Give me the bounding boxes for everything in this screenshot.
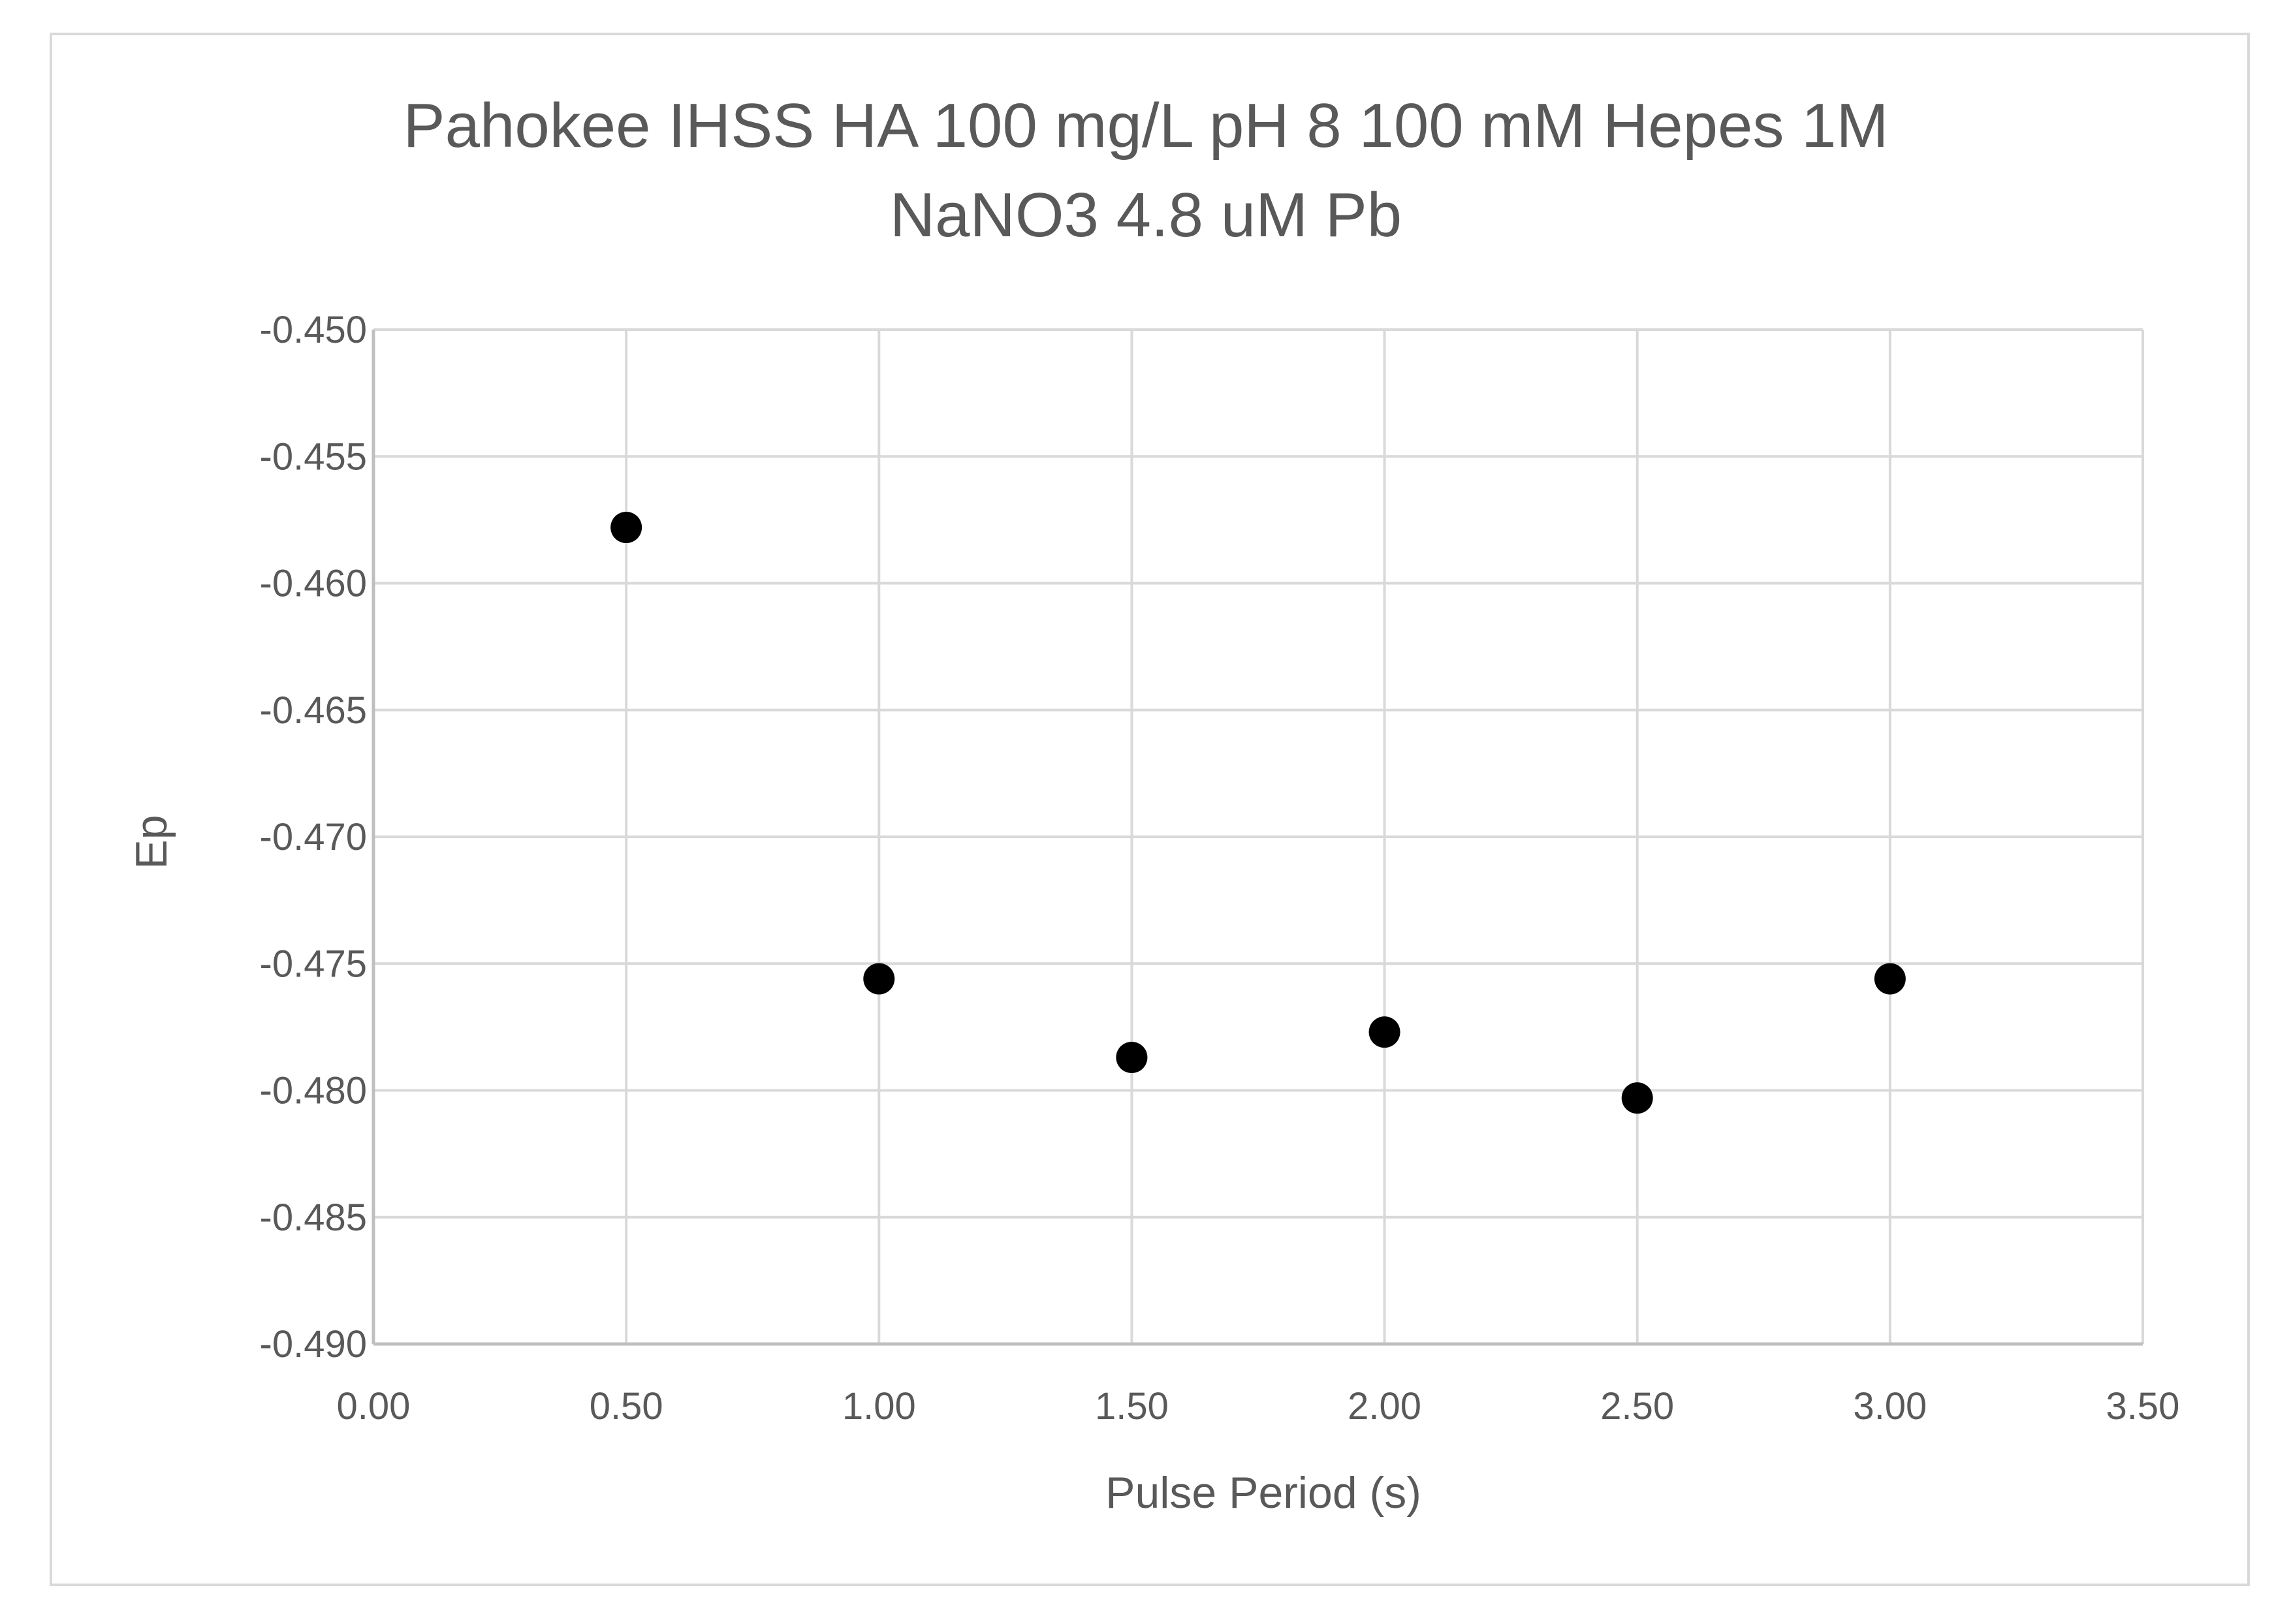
x-tick-label: 0.00 [337, 1385, 411, 1428]
chart-title-line-1: Pahokee IHSS HA 100 mg/L pH 8 100 mM Hep… [403, 91, 1889, 161]
y-tick-label: -0.460 [260, 563, 367, 605]
y-tick-label: -0.450 [260, 309, 367, 351]
x-tick-label: 2.50 [1600, 1385, 1674, 1428]
y-tick-label: -0.465 [260, 689, 367, 732]
data-point [610, 512, 642, 544]
data-point [1621, 1082, 1653, 1114]
x-tick-label: 0.50 [590, 1385, 663, 1428]
data-points [610, 512, 1906, 1114]
y-axis-title: Ep [127, 815, 176, 869]
chart-frame [50, 33, 2250, 1586]
gridlines [371, 328, 2144, 1346]
y-tick-label: -0.475 [260, 943, 367, 985]
y-tick-label: -0.485 [260, 1196, 367, 1239]
data-point [1874, 963, 1906, 995]
data-point [863, 963, 895, 995]
x-tick-label: 3.50 [2106, 1385, 2180, 1428]
y-tick-label: -0.480 [260, 1070, 367, 1112]
data-point [1368, 1016, 1400, 1048]
y-tick-label: -0.470 [260, 816, 367, 858]
tick-labels: -0.450 -0.455 -0.460 -0.465 -0.470 -0.475 -0.4… [260, 309, 2180, 1428]
x-tick-label: 2.00 [1348, 1385, 1421, 1428]
x-tick-label: 1.00 [842, 1385, 916, 1428]
y-tick-label: -0.490 [260, 1323, 367, 1366]
y-tick-label: -0.455 [260, 435, 367, 478]
x-tick-label: 1.50 [1095, 1385, 1169, 1428]
x-tick-label: 3.00 [1853, 1385, 1927, 1428]
data-point [1116, 1041, 1148, 1073]
x-axis-title: Pulse Period (s) [1105, 1468, 1421, 1518]
chart-title-line-2: NaNO3 4.8 uM Pb [890, 180, 1402, 250]
